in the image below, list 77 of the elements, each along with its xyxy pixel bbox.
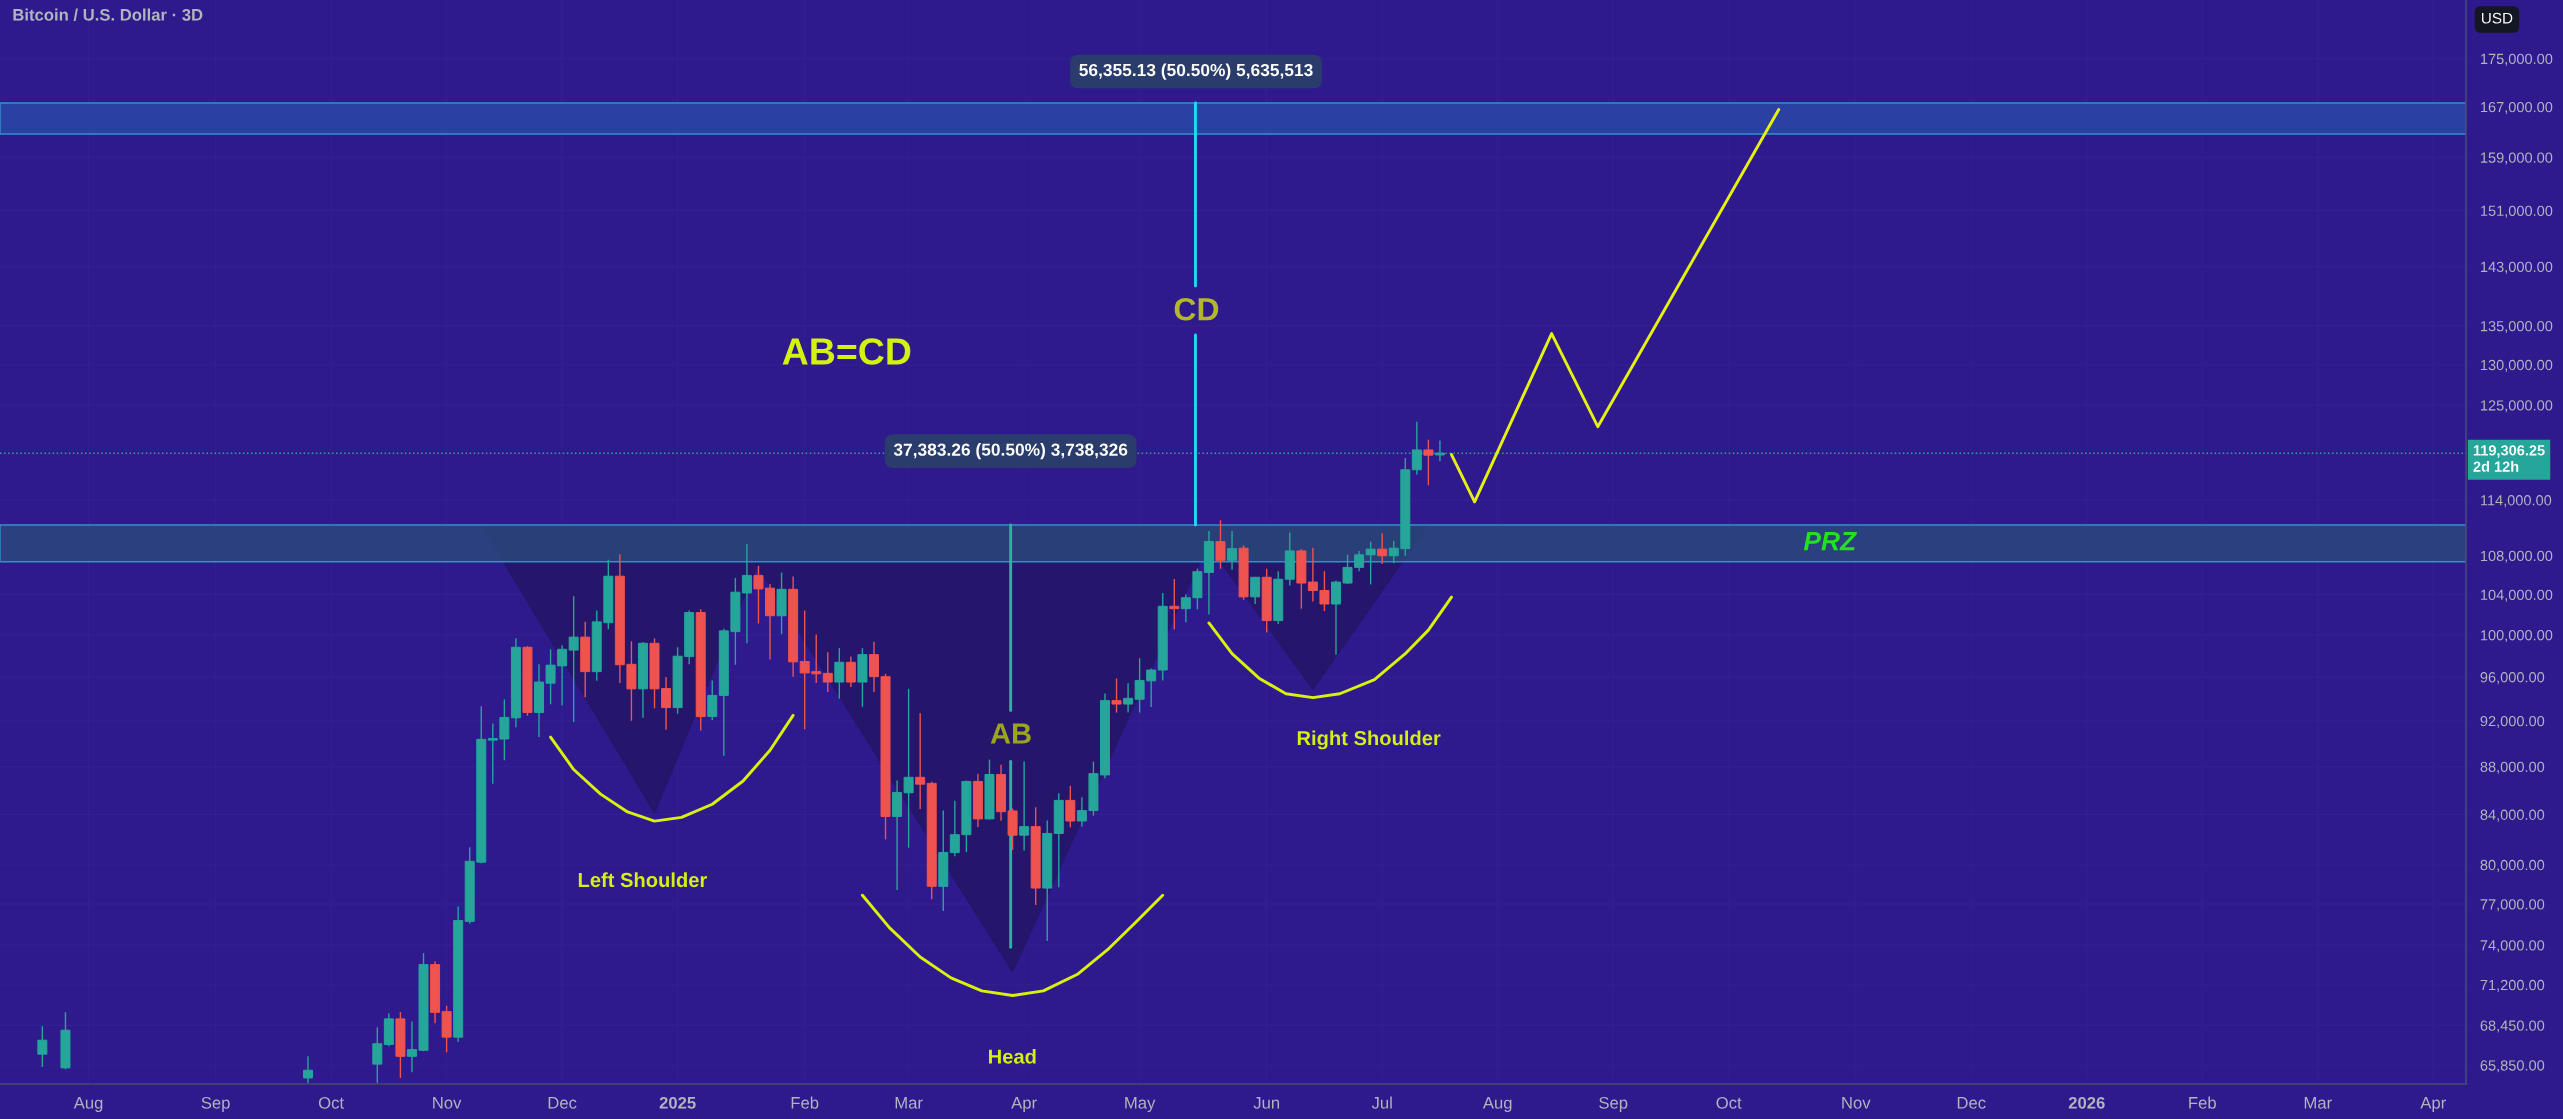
y-tick-label: 114,000.00 bbox=[2481, 495, 2552, 508]
y-tick-label: 80,000.00 bbox=[2480, 859, 2545, 872]
annotation: 37,383.26 (50.50%) 3,738,326 bbox=[893, 443, 1128, 460]
x-tick-label: May bbox=[1125, 1097, 1156, 1113]
candlestick bbox=[834, 647, 845, 700]
line-series bbox=[860, 893, 1165, 997]
y-tick-label: 135,000.00 bbox=[2481, 320, 2553, 334]
y-axis-title: USD bbox=[2481, 12, 2513, 24]
candlestick bbox=[37, 1025, 48, 1068]
x-tick-label: Dec bbox=[1957, 1097, 1986, 1109]
x-tick-label: Apr bbox=[2420, 1097, 2446, 1113]
candlestick bbox=[1169, 578, 1180, 631]
line-series bbox=[1450, 108, 1781, 504]
x-tick-label: Nov bbox=[1842, 1097, 1871, 1109]
annotation: 56,355.13 (50.50%) 5,635,513 bbox=[1079, 63, 1313, 80]
annotation: Left Shoulder bbox=[578, 872, 707, 888]
candlestick bbox=[1250, 576, 1261, 605]
x-tick-label: Jul bbox=[1371, 1096, 1392, 1109]
x-tick-label: Jun bbox=[1253, 1097, 1280, 1109]
x-tick-label: Nov bbox=[433, 1097, 462, 1109]
x-tick-label: Feb bbox=[791, 1096, 819, 1109]
y-tick-label: 130,000.00 bbox=[2481, 359, 2553, 372]
y-tick-label: 159,000.00 bbox=[2481, 152, 2553, 165]
x-tick-label: Aug bbox=[73, 1097, 103, 1113]
candlestick bbox=[1065, 785, 1076, 829]
annotation: Head bbox=[989, 1048, 1036, 1064]
annotation: Right Shoulder bbox=[1297, 730, 1441, 750]
y-tick-label: 175,000.00 bbox=[2481, 53, 2553, 66]
candlestick bbox=[1019, 760, 1030, 852]
ref-line-label: 119,306.25 2d 12h bbox=[2473, 445, 2545, 472]
y-tick-label: 68,450.00 bbox=[2480, 1020, 2545, 1033]
chart-title: Bitcoin / U.S. Dollar · 3D bbox=[13, 8, 203, 21]
annotation: CD bbox=[1174, 297, 1219, 321]
candlestick bbox=[1215, 519, 1226, 570]
candlestick bbox=[1423, 438, 1434, 486]
x-tick-label: Sep bbox=[201, 1096, 230, 1113]
candlestick bbox=[1111, 677, 1122, 714]
y-tick-label: 74,000.00 bbox=[2480, 940, 2545, 953]
x-tick-label: Feb bbox=[2189, 1096, 2216, 1109]
band-label: PRZ bbox=[1803, 532, 1857, 551]
y-tick-label: 96,000.00 bbox=[2480, 672, 2545, 685]
y-tick-label: 77,000.00 bbox=[2480, 899, 2545, 912]
y-tick-label: 100,000.00 bbox=[2481, 630, 2553, 643]
candlestick bbox=[1227, 530, 1238, 571]
annotation: AB bbox=[990, 723, 1031, 744]
y-tick-label: 125,000.00 bbox=[2481, 400, 2553, 413]
x-tick-label: Apr bbox=[1011, 1097, 1037, 1113]
line-series bbox=[549, 713, 795, 823]
x-tick-label: Aug bbox=[1482, 1097, 1512, 1113]
candlestick bbox=[915, 712, 926, 810]
candlestick bbox=[372, 1026, 383, 1084]
x-tick-label: 2026 bbox=[2068, 1096, 2105, 1109]
x-tick-label: Oct bbox=[1716, 1096, 1742, 1109]
x-tick-label: Oct bbox=[318, 1096, 344, 1109]
x-tick-label: Dec bbox=[548, 1097, 577, 1109]
y-tick-label: 65,850.00 bbox=[2480, 1060, 2545, 1073]
x-tick-label: Mar bbox=[895, 1097, 923, 1109]
y-tick-label: 143,000.00 bbox=[2481, 261, 2553, 274]
y-tick-label: 84,000.00 bbox=[2480, 809, 2545, 822]
y-tick-label: 104,000.00 bbox=[2481, 589, 2553, 602]
y-tick-label: 108,000.00 bbox=[2481, 550, 2553, 563]
line-series bbox=[1207, 595, 1453, 700]
y-tick-label: 151,000.00 bbox=[2481, 205, 2553, 218]
y-tick-label: 88,000.00 bbox=[2480, 761, 2545, 774]
x-tick-label: Sep bbox=[1599, 1096, 1628, 1113]
y-tick-label: 71,200.00 bbox=[2480, 979, 2545, 992]
x-tick-label: Mar bbox=[2304, 1097, 2332, 1109]
candlestick bbox=[568, 595, 579, 723]
candlestick bbox=[303, 1055, 313, 1084]
candlestick bbox=[707, 679, 718, 721]
candlestick bbox=[1377, 532, 1388, 565]
y-tick-label: 167,000.00 bbox=[2481, 101, 2553, 114]
candlestick bbox=[822, 651, 833, 693]
candlestick bbox=[845, 655, 856, 688]
x-tick-label: 2025 bbox=[659, 1096, 696, 1109]
y-tick-label: 92,000.00 bbox=[2480, 715, 2545, 728]
annotation: AB=CD bbox=[782, 338, 911, 365]
